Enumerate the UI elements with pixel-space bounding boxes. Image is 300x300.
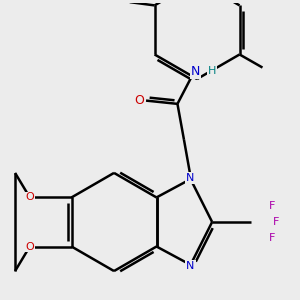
Text: F: F [269, 233, 275, 243]
Text: H: H [208, 66, 216, 76]
Text: F: F [269, 201, 275, 211]
Text: N: N [186, 261, 195, 271]
Text: N: N [191, 65, 200, 78]
Text: N: N [186, 173, 195, 183]
Text: O: O [26, 242, 34, 251]
Text: O: O [135, 94, 144, 107]
Text: O: O [26, 192, 34, 203]
Text: F: F [273, 217, 279, 227]
